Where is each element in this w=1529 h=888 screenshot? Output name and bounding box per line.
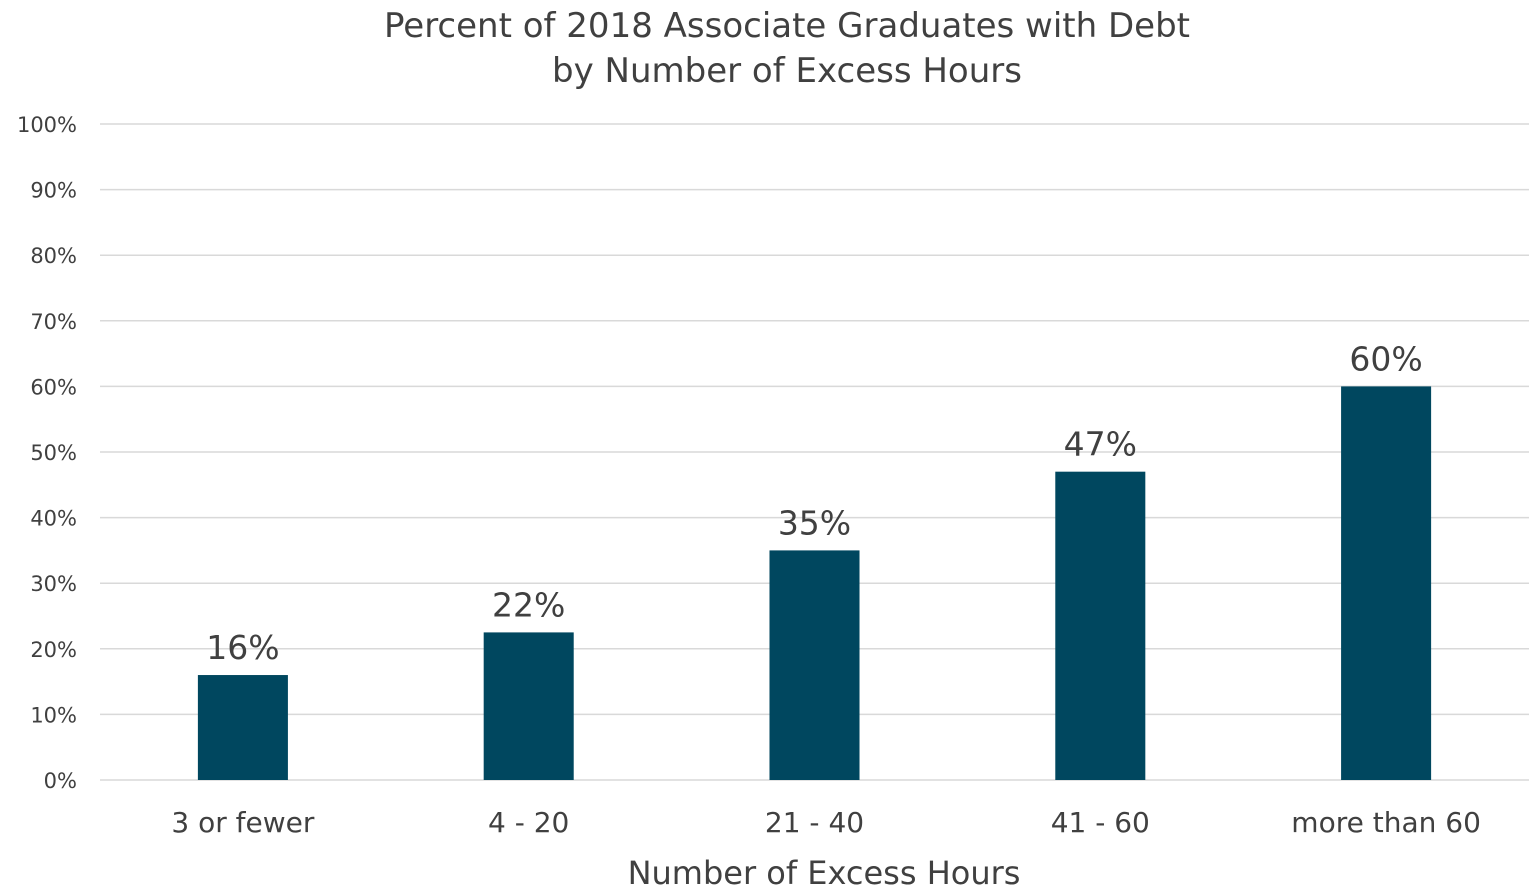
bar — [1341, 386, 1432, 780]
y-axis-ticks: 0% 10% 20% 30% 40% 50% 60% 70% 80% 90% 100% — [17, 113, 77, 793]
x-tick-label: 41 - 60 — [1051, 806, 1150, 839]
x-tick-label: 21 - 40 — [765, 806, 864, 839]
data-label: 47% — [1064, 425, 1137, 464]
data-label: 16% — [206, 628, 279, 667]
x-tick-label: 4 - 20 — [488, 806, 569, 839]
x-tick-label: 3 or fewer — [171, 806, 314, 839]
y-tick-label: 100% — [17, 113, 77, 137]
data-label: 35% — [778, 503, 851, 542]
y-tick-label: 50% — [30, 441, 77, 465]
data-label: 60% — [1349, 339, 1422, 378]
chart-title-line-2: by Number of Excess Hours — [552, 51, 1022, 91]
y-tick-label: 10% — [30, 703, 77, 727]
bar — [1055, 471, 1146, 780]
y-tick-label: 80% — [30, 244, 77, 268]
y-tick-label: 30% — [30, 572, 77, 596]
y-tick-label: 90% — [30, 179, 77, 203]
y-tick-label: 0% — [44, 769, 77, 793]
y-tick-label: 60% — [30, 375, 77, 399]
data-label: 22% — [492, 585, 565, 624]
x-tick-label: more than 60 — [1291, 806, 1481, 839]
bar — [197, 675, 288, 780]
chart-title-line-1: Percent of 2018 Associate Graduates with… — [384, 6, 1190, 46]
bar — [483, 632, 574, 780]
y-tick-label: 70% — [30, 310, 77, 334]
bars — [197, 386, 1432, 780]
x-axis-label: Number of Excess Hours — [628, 854, 1021, 888]
gridlines — [100, 123, 1529, 781]
bar — [769, 550, 860, 780]
data-labels: 16% 22% 35% 47% 60% — [206, 339, 1423, 667]
x-axis-ticks: 3 or fewer 4 - 20 21 - 40 41 - 60 more than … — [171, 806, 1480, 839]
y-tick-label: 40% — [30, 507, 77, 531]
y-tick-label: 20% — [30, 638, 77, 662]
